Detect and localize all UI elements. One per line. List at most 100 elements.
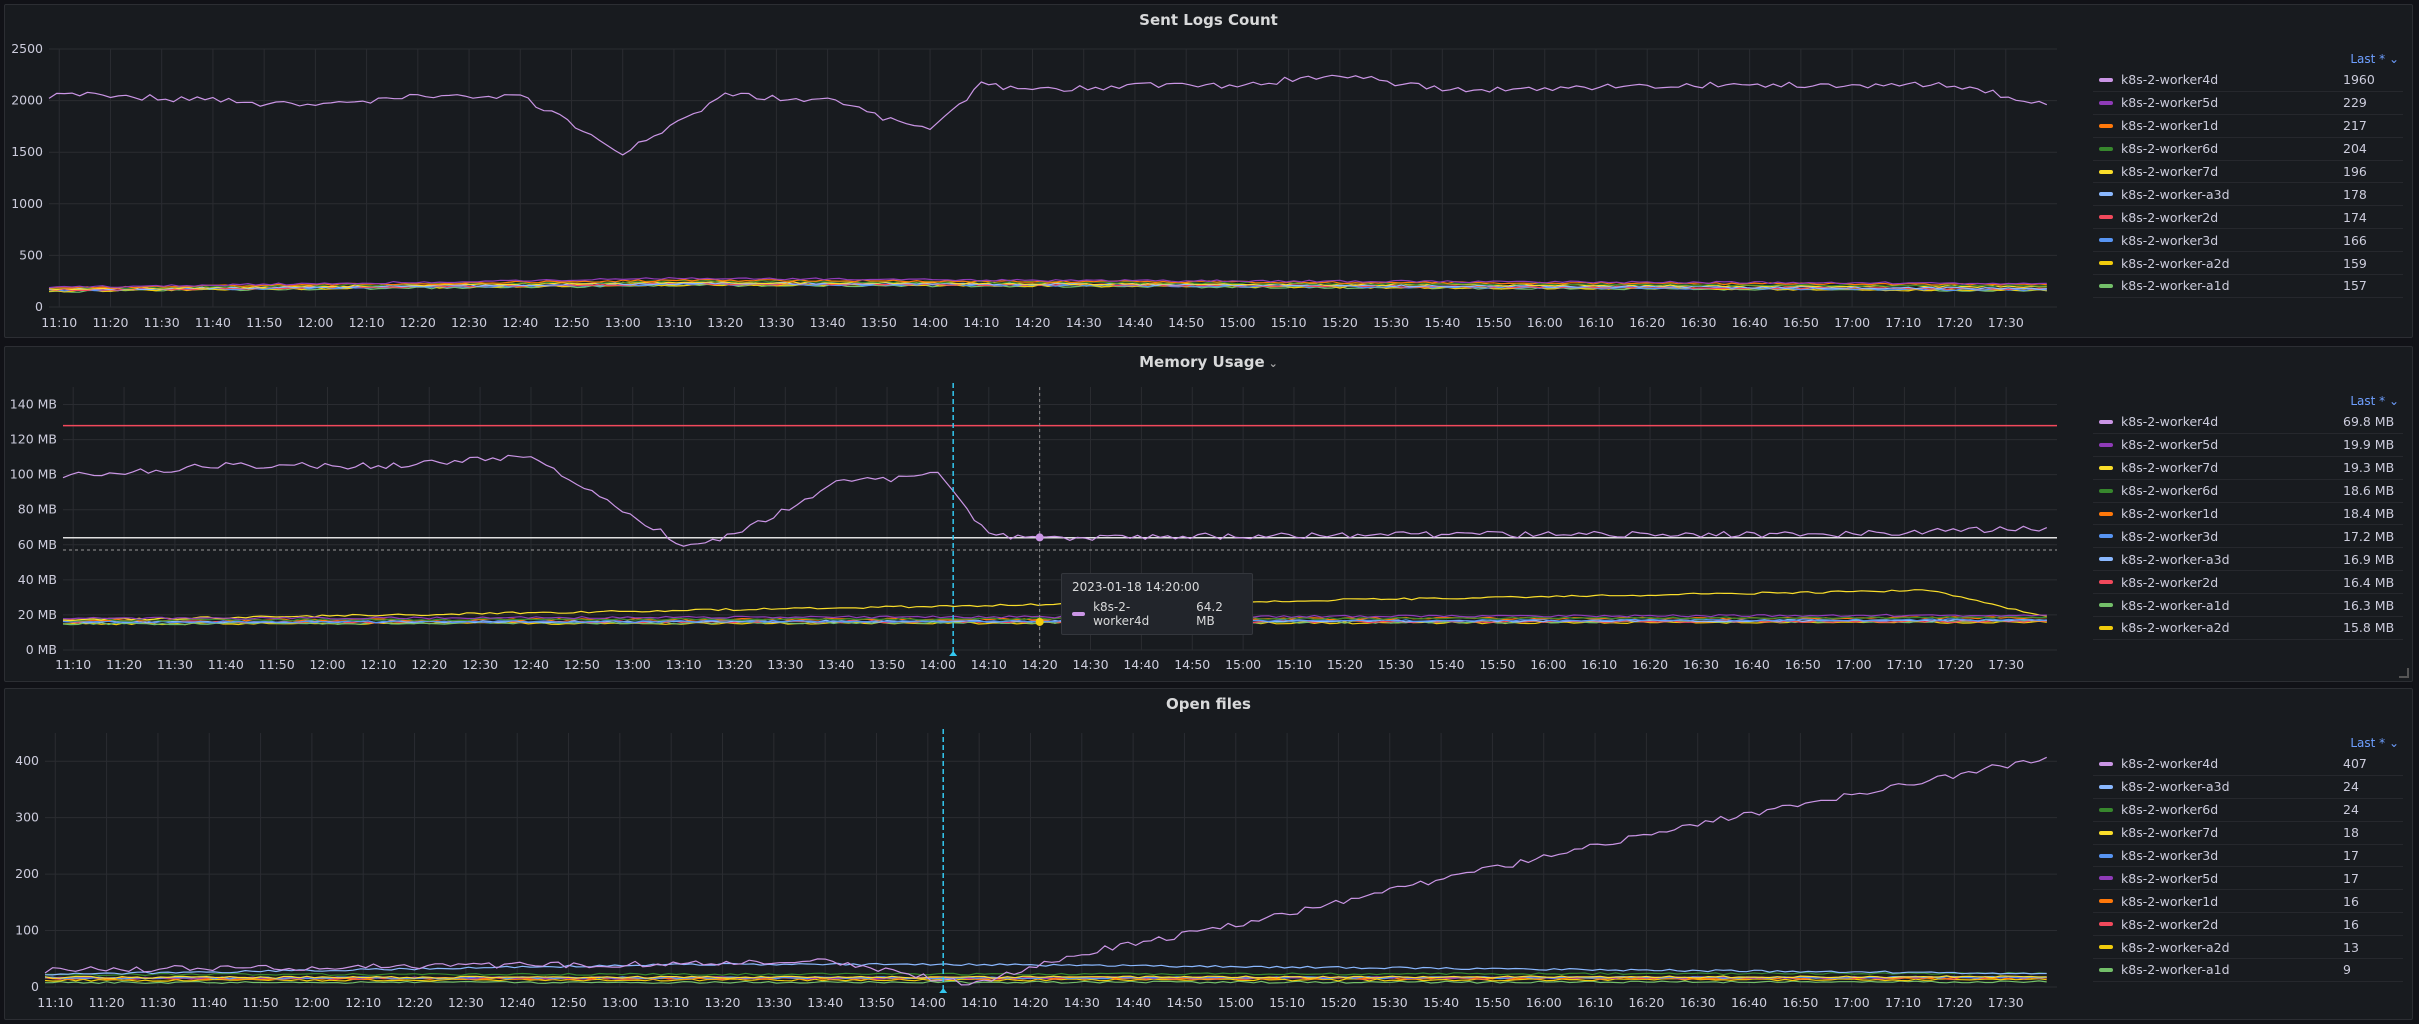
legend-item[interactable]: k8s-2-worker7d 18 xyxy=(2093,822,2403,845)
series-swatch xyxy=(2099,625,2113,630)
x-tick-label: 15:40 xyxy=(1423,995,1459,1010)
x-tick-label: 12:20 xyxy=(397,995,433,1010)
series-swatch xyxy=(2099,876,2113,881)
series-line xyxy=(62,613,2047,620)
hover-tooltip: 2023-01-18 14:20:00 k8s-2-worker4d 64.2 … xyxy=(1061,573,1253,635)
x-tick-label: 17:30 xyxy=(1988,315,2024,330)
x-tick-label: 13:50 xyxy=(861,315,897,330)
series-line xyxy=(44,980,2047,985)
legend-item[interactable]: k8s-2-worker2d 174 xyxy=(2093,206,2403,230)
legend-item[interactable]: k8s-2-worker-a2d 15.8 MB xyxy=(2093,617,2403,640)
y-tick-label: 2500 xyxy=(11,41,43,56)
x-tick-label: 16:00 xyxy=(1527,315,1563,330)
series-line xyxy=(48,281,2047,291)
legend-item[interactable]: k8s-2-worker5d 229 xyxy=(2093,92,2403,115)
x-tick-label: 16:40 xyxy=(1734,657,1770,672)
legend-item[interactable]: k8s-2-worker2d 16 xyxy=(2093,913,2403,937)
legend-item[interactable]: k8s-2-worker6d 18.6 MB xyxy=(2093,480,2403,503)
legend-item[interactable]: k8s-2-worker-a3d 24 xyxy=(2093,776,2403,799)
x-tick-label: 13:20 xyxy=(704,995,740,1010)
series-swatch xyxy=(2099,215,2113,220)
x-tick-label: 13:30 xyxy=(767,657,803,672)
legend-item[interactable]: k8s-2-worker1d 217 xyxy=(2093,115,2403,138)
legend-series-value: 13 xyxy=(2343,939,2359,955)
legend-item[interactable]: k8s-2-worker4d 1960 xyxy=(2093,69,2403,92)
panel-open-files[interactable]: Open files 0 100 200 300 400 11:10 11:20 11:30 1… xyxy=(4,688,2413,1020)
x-tick-label: 14:50 xyxy=(1168,315,1204,330)
x-tick-label: 14:50 xyxy=(1174,657,1210,672)
chevron-down-icon[interactable]: ⌄ xyxy=(1268,357,1278,370)
legend-item[interactable]: k8s-2-worker1d 16 xyxy=(2093,890,2403,914)
resize-handle[interactable] xyxy=(2399,668,2409,678)
series-line xyxy=(62,618,2047,624)
panel-title[interactable]: Open files xyxy=(1166,695,1251,713)
x-tick-label: 16:10 xyxy=(1578,315,1614,330)
x-tick-label: 15:30 xyxy=(1373,315,1409,330)
memory-usage-plot[interactable]: 0 MB 20 MB 40 MB 60 MB 80 MB 100 MB 120 MB 140 … xyxy=(5,347,2085,683)
legend-series-name: k8s-2-worker-a2d xyxy=(2121,620,2230,636)
legend-item[interactable]: k8s-2-worker-a2d 13 xyxy=(2093,936,2403,960)
series-swatch xyxy=(2099,784,2113,789)
legend-series-value: 159 xyxy=(2343,255,2367,271)
legend-sort-header[interactable]: Last * ⌄ xyxy=(2350,52,2399,66)
legend-item[interactable]: k8s-2-worker4d 69.8 MB xyxy=(2093,411,2403,434)
x-tick-label: 11:10 xyxy=(41,315,77,330)
x-tick-label: 15:00 xyxy=(1218,995,1254,1010)
x-tick-label: 12:50 xyxy=(551,995,587,1010)
legend-item[interactable]: k8s-2-worker-a1d 16.3 MB xyxy=(2093,594,2403,618)
legend-item[interactable]: k8s-2-worker3d 17 xyxy=(2093,845,2403,868)
legend-item[interactable]: k8s-2-worker1d 18.4 MB xyxy=(2093,503,2403,526)
legend-item[interactable]: k8s-2-worker3d 17.2 MB xyxy=(2093,525,2403,549)
legend-series-name: k8s-2-worker-a2d xyxy=(2121,939,2230,955)
x-tick-label: 11:40 xyxy=(195,315,231,330)
legend-item[interactable]: k8s-2-worker-a3d 16.9 MB xyxy=(2093,548,2403,572)
legend-series-value: 24 xyxy=(2343,802,2359,818)
legend-item[interactable]: k8s-2-worker7d 19.3 MB xyxy=(2093,457,2403,480)
series-swatch xyxy=(2099,465,2113,470)
series-swatch xyxy=(2099,123,2113,128)
series-line xyxy=(44,975,2047,979)
y-tick-label: 1000 xyxy=(11,196,43,211)
tooltip-series-swatch xyxy=(1072,612,1086,616)
y-tick-label: 2000 xyxy=(11,93,43,108)
legend-item[interactable]: k8s-2-worker6d 204 xyxy=(2093,138,2403,161)
legend-item[interactable]: k8s-2-worker5d 17 xyxy=(2093,867,2403,891)
series-swatch xyxy=(2099,442,2113,447)
legend-sort-header[interactable]: Last * ⌄ xyxy=(2350,394,2399,408)
legend-item[interactable]: k8s-2-worker2d 16.4 MB xyxy=(2093,571,2403,595)
series-swatch xyxy=(2099,238,2113,243)
legend-item[interactable]: k8s-2-worker7d 196 xyxy=(2093,161,2403,184)
y-tick-label: 500 xyxy=(19,247,43,262)
legend-series-name: k8s-2-worker3d xyxy=(2121,848,2219,863)
panel-title[interactable]: Memory Usage ⌄ xyxy=(5,353,2412,371)
legend-item[interactable]: k8s-2-worker-a1d 9 xyxy=(2093,959,2403,982)
open-files-plot[interactable]: 0 100 200 300 400 11:10 11:20 11:30 11:40 11:50 12… xyxy=(5,689,2085,1021)
x-tick-label: 15:00 xyxy=(1225,657,1261,672)
x-tick-label: 16:50 xyxy=(1785,657,1821,672)
legend-item[interactable]: k8s-2-worker-a1d 157 xyxy=(2093,275,2403,298)
legend-series-name: k8s-2-worker-a3d xyxy=(2121,779,2230,795)
x-tick-label: 15:50 xyxy=(1474,995,1510,1010)
legend-item[interactable]: k8s-2-worker-a3d 178 xyxy=(2093,183,2403,207)
y-tick-label: 300 xyxy=(15,810,39,825)
panel-title[interactable]: Sent Logs Count xyxy=(1139,11,1278,29)
x-tick-label: 17:00 xyxy=(1836,657,1872,672)
sent-logs-plot[interactable]: 0 500 1000 1500 2000 2500 11:10 11:20 11:30 11:40… xyxy=(5,5,2085,339)
legend-item[interactable]: k8s-2-worker5d 19.9 MB xyxy=(2093,434,2403,457)
x-tick-label: 14:20 xyxy=(1022,657,1058,672)
legend-series-value: 17.2 MB xyxy=(2343,528,2395,544)
panel-sent-logs[interactable]: Sent Logs Count 0 500 1000 1500 2000 2500 11:1… xyxy=(4,4,2413,338)
legend-item[interactable]: k8s-2-worker6d 24 xyxy=(2093,799,2403,822)
legend-item[interactable]: k8s-2-worker-a2d 159 xyxy=(2093,252,2403,276)
x-tick-label: 14:30 xyxy=(1066,315,1102,330)
x-tick-label: 16:30 xyxy=(1680,315,1716,330)
x-tick-label: 12:50 xyxy=(564,657,600,672)
legend-item[interactable]: k8s-2-worker3d 166 xyxy=(2093,229,2403,253)
legend-series-name: k8s-2-worker5d xyxy=(2121,95,2219,111)
panel-memory-usage[interactable]: Memory Usage ⌄ 0 MB 20 MB 40 MB 60 MB 80 MB 10… xyxy=(4,346,2413,682)
x-tick-label: 11:30 xyxy=(157,657,193,672)
legend-sort-header[interactable]: Last * ⌄ xyxy=(2350,736,2399,750)
series-swatch xyxy=(2099,922,2113,927)
legend-item[interactable]: k8s-2-worker4d 407 xyxy=(2093,753,2403,776)
y-tick-label: 400 xyxy=(15,753,39,768)
